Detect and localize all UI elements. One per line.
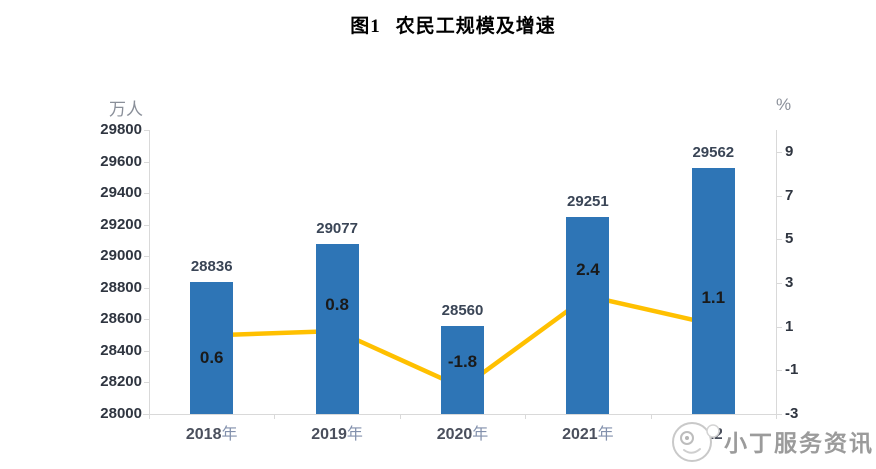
line-value-label: 2.4	[576, 260, 600, 280]
left-tick-label: 28200	[100, 373, 142, 391]
right-tick-label: 9	[785, 142, 794, 160]
left-axis-unit: 万人	[109, 100, 143, 119]
bar	[566, 216, 610, 414]
x-tick-mark	[149, 414, 150, 419]
left-tick-mark	[144, 350, 149, 352]
bar-value-label: 29562	[692, 143, 735, 161]
x-category-label: 2019年	[289, 426, 385, 444]
left-tick-label: 28600	[100, 310, 142, 328]
x-label-unit: 年	[346, 426, 363, 443]
right-tick-label: 7	[785, 186, 794, 204]
left-tick-mark	[144, 161, 149, 163]
right-tick-label: -3	[785, 405, 799, 422]
left-tick-label: 28800	[100, 278, 142, 296]
left-tick-mark	[144, 256, 149, 258]
line-value-label: 0.6	[199, 348, 224, 368]
x-tick-mark	[399, 414, 401, 419]
bar	[441, 325, 484, 414]
watermark-logo-icon	[672, 422, 720, 462]
x-tick-mark	[525, 414, 527, 419]
left-tick-mark	[144, 319, 149, 321]
figure-title: 农民工规模及增速	[395, 16, 556, 37]
bar-value-label: 29077	[316, 220, 358, 238]
left-tick-label: 29400	[100, 184, 142, 202]
left-tick-mark	[144, 287, 149, 289]
left-tick-mark	[144, 224, 149, 226]
left-tick-mark	[144, 130, 149, 131]
bar	[691, 167, 735, 414]
right-tick-mark	[777, 239, 782, 241]
bar-value-label: 28560	[441, 301, 484, 319]
left-tick-label: 29600	[100, 152, 142, 170]
left-tick-label: 29800	[100, 121, 142, 138]
left-tick-mark	[144, 193, 149, 195]
x-label-unit: 年	[597, 426, 614, 443]
left-tick-mark	[144, 414, 149, 415]
bar	[315, 244, 359, 414]
x-tick-mark	[274, 414, 276, 419]
watermark: 小丁服务资讯	[658, 418, 876, 466]
figure-number: 图1	[350, 16, 381, 37]
chart-title: 图1 农民工规模及增速	[0, 11, 876, 38]
right-tick-label: -1	[785, 361, 799, 379]
left-tick-label: 28000	[100, 405, 142, 422]
right-tick-mark	[777, 282, 782, 284]
line-value-label: 0.8	[325, 294, 349, 314]
bar-value-label: 29251	[567, 192, 609, 210]
right-tick-mark	[777, 370, 782, 372]
right-tick-label: 3	[785, 273, 794, 291]
right-axis-unit: %	[776, 95, 792, 114]
right-tick-label: 1	[785, 317, 794, 335]
x-category-label: 2020年	[415, 426, 511, 444]
right-tick-mark	[777, 195, 782, 197]
line-value-label: -1.8	[447, 351, 478, 371]
left-tick-label: 29000	[100, 247, 142, 265]
x-label-digits: 2021	[562, 426, 598, 443]
x-category-label: 2018年	[164, 426, 260, 444]
x-category-label: 2021年	[540, 426, 636, 444]
bar	[190, 282, 234, 414]
y-axis-left	[149, 130, 150, 414]
right-tick-mark	[777, 414, 782, 415]
right-tick-mark	[777, 151, 782, 153]
x-label-digits: 2020	[436, 426, 473, 443]
x-axis	[143, 414, 777, 415]
x-tick-mark	[650, 414, 652, 419]
line-value-label: 1.1	[701, 288, 726, 308]
right-tick-label: 5	[785, 230, 794, 248]
left-tick-label: 28400	[100, 341, 142, 359]
bar-value-label: 28836	[190, 258, 233, 276]
x-tick-mark	[776, 414, 777, 419]
x-label-digits: 2019	[311, 426, 347, 443]
x-label-unit: 年	[472, 426, 489, 443]
y-axis-right	[776, 130, 777, 414]
x-label-digits: 2018	[185, 426, 222, 443]
left-tick-mark	[144, 382, 149, 384]
watermark-text: 小丁服务资讯	[722, 423, 876, 459]
left-tick-label: 29200	[100, 215, 142, 233]
x-label-unit: 年	[221, 426, 238, 443]
right-tick-mark	[777, 326, 782, 328]
